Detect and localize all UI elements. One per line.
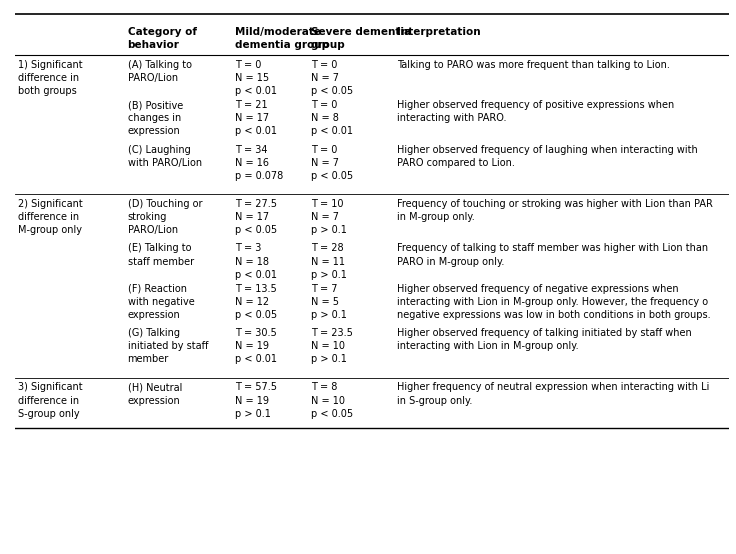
Text: T = 8
N = 10
p < 0.05: T = 8 N = 10 p < 0.05: [311, 382, 353, 419]
Text: Higher observed frequency of laughing when interacting with
PARO compared to Lio: Higher observed frequency of laughing wh…: [397, 145, 698, 168]
Text: Higher frequency of neutral expression when interacting with Li
in S-group only.: Higher frequency of neutral expression w…: [397, 382, 709, 406]
Text: Severe dementia
group: Severe dementia group: [311, 27, 411, 50]
Text: T = 57.5
N = 19
p > 0.1: T = 57.5 N = 19 p > 0.1: [235, 382, 277, 419]
Text: 1) Significant
difference in
both groups: 1) Significant difference in both groups: [18, 60, 83, 96]
Text: (A) Talking to
PARO/Lion: (A) Talking to PARO/Lion: [127, 60, 191, 83]
Text: 2) Significant
difference in
M-group only: 2) Significant difference in M-group onl…: [18, 199, 83, 235]
Text: Mild/moderate
dementia group: Mild/moderate dementia group: [235, 27, 329, 50]
Text: T = 0
N = 8
p < 0.01: T = 0 N = 8 p < 0.01: [311, 100, 353, 136]
Text: Higher observed frequency of positive expressions when
interacting with PARO.: Higher observed frequency of positive ex…: [397, 100, 674, 123]
Text: T = 10
N = 7
p > 0.1: T = 10 N = 7 p > 0.1: [311, 199, 347, 235]
Text: 3) Significant
difference in
S-group only: 3) Significant difference in S-group onl…: [18, 382, 83, 419]
Text: Higher observed frequency of negative expressions when
interacting with Lion in : Higher observed frequency of negative ex…: [397, 284, 710, 320]
Text: (H) Neutral
expression: (H) Neutral expression: [127, 382, 182, 406]
Text: Frequency of talking to staff member was higher with Lion than
PARO in M-group o: Frequency of talking to staff member was…: [397, 243, 708, 266]
Text: (C) Laughing
with PARO/Lion: (C) Laughing with PARO/Lion: [127, 145, 202, 168]
Text: T = 13.5
N = 12
p < 0.05: T = 13.5 N = 12 p < 0.05: [235, 284, 277, 320]
Text: T = 30.5
N = 19
p < 0.01: T = 30.5 N = 19 p < 0.01: [235, 328, 277, 365]
Text: Frequency of touching or stroking was higher with Lion than PAR
in M-group only.: Frequency of touching or stroking was hi…: [397, 199, 712, 222]
Text: T = 0
N = 7
p < 0.05: T = 0 N = 7 p < 0.05: [311, 145, 353, 181]
Text: Interpretation: Interpretation: [397, 27, 481, 37]
Text: T = 27.5
N = 17
p < 0.05: T = 27.5 N = 17 p < 0.05: [235, 199, 277, 235]
Text: (D) Touching or
stroking
PARO/Lion: (D) Touching or stroking PARO/Lion: [127, 199, 202, 235]
Text: T = 0
N = 15
p < 0.01: T = 0 N = 15 p < 0.01: [235, 60, 277, 96]
Text: Higher observed frequency of talking initiated by staff when
interacting with Li: Higher observed frequency of talking ini…: [397, 328, 691, 351]
Text: (B) Positive
changes in
expression: (B) Positive changes in expression: [127, 100, 183, 136]
Text: T = 23.5
N = 10
p > 0.1: T = 23.5 N = 10 p > 0.1: [311, 328, 353, 365]
Text: (E) Talking to
staff member: (E) Talking to staff member: [127, 243, 194, 266]
Text: T = 3
N = 18
p < 0.01: T = 3 N = 18 p < 0.01: [235, 243, 277, 280]
Text: T = 7
N = 5
p > 0.1: T = 7 N = 5 p > 0.1: [311, 284, 347, 320]
Text: T = 0
N = 7
p < 0.05: T = 0 N = 7 p < 0.05: [311, 60, 353, 96]
Text: T = 28
N = 11
p > 0.1: T = 28 N = 11 p > 0.1: [311, 243, 347, 280]
Text: T = 34
N = 16
p = 0.078: T = 34 N = 16 p = 0.078: [235, 145, 283, 181]
Text: (G) Talking
initiated by staff
member: (G) Talking initiated by staff member: [127, 328, 208, 365]
Text: (F) Reaction
with negative
expression: (F) Reaction with negative expression: [127, 284, 194, 320]
Text: Category of
behavior: Category of behavior: [127, 27, 197, 50]
Text: T = 21
N = 17
p < 0.01: T = 21 N = 17 p < 0.01: [235, 100, 277, 136]
Text: Talking to PARO was more frequent than talking to Lion.: Talking to PARO was more frequent than t…: [397, 60, 670, 70]
